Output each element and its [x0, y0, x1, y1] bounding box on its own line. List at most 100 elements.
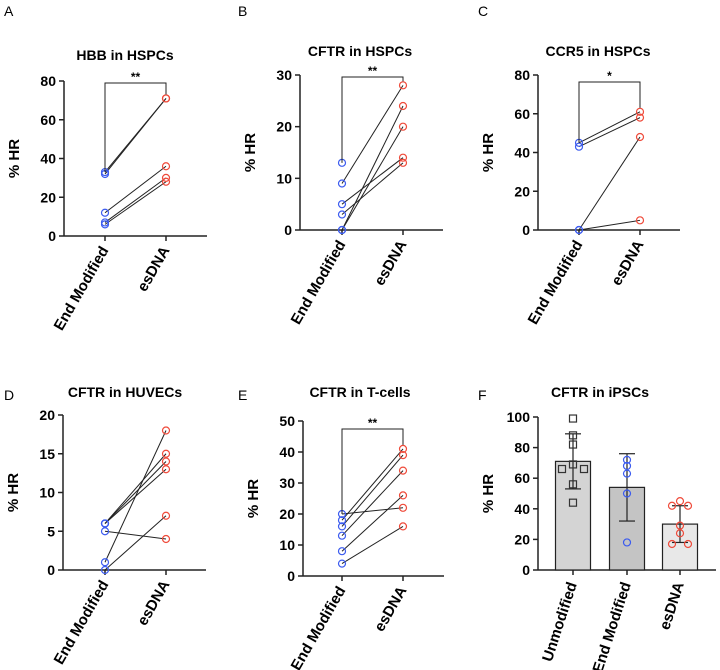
y-tick-label: 0	[522, 222, 530, 238]
point-esdna	[161, 465, 171, 474]
y-tick-label: 10	[39, 485, 55, 501]
point-esdna	[398, 522, 408, 531]
y-axis-label: % HR	[480, 133, 497, 172]
chart-title: CCR5 in HSPCs	[545, 43, 650, 59]
point-end-modified	[100, 208, 110, 217]
point-esdna	[161, 173, 171, 182]
chart-title: CFTR in HSPCs	[308, 43, 412, 59]
point-esdna	[667, 539, 677, 549]
point-esdna	[398, 101, 408, 111]
y-tick-label: 80	[514, 67, 530, 83]
point-esdna	[635, 216, 645, 225]
point-end-modified	[337, 200, 347, 209]
pair-line	[341, 495, 404, 552]
point-end-modified	[574, 225, 584, 235]
chart-title: HBB in HSPCs	[76, 47, 173, 63]
point-end-modified	[337, 547, 347, 556]
x-tick-label: esDNA	[134, 243, 173, 294]
y-tick-label: 60	[40, 112, 56, 128]
pair-line	[104, 530, 167, 540]
y-tick-label: 0	[522, 562, 530, 578]
pair-line	[341, 454, 404, 527]
point-esdna	[398, 466, 408, 475]
point-esdna	[683, 501, 693, 510]
point-esdna	[161, 511, 171, 520]
pair-line	[341, 157, 404, 205]
point-unmodified	[557, 464, 567, 474]
pair-line	[341, 470, 404, 537]
y-axis-label: % HR	[245, 479, 262, 518]
point-esdna	[161, 449, 171, 458]
point-esdna	[398, 81, 408, 90]
panel-letter: D	[4, 387, 14, 403]
significance-label: **	[368, 416, 378, 430]
point-esdna	[683, 539, 693, 549]
point-esdna	[635, 107, 645, 116]
significance-bracket	[341, 428, 404, 514]
point-end-modified	[622, 489, 632, 498]
point-esdna	[161, 177, 171, 186]
point-esdna	[398, 451, 408, 460]
pair-line	[578, 111, 641, 144]
y-axis-label: % HR	[5, 473, 22, 512]
y-tick-label: 20	[514, 183, 530, 199]
panel-letter: A	[4, 3, 14, 19]
point-esdna	[161, 94, 171, 103]
y-tick-label: 15	[39, 446, 55, 462]
y-tick-label: 40	[40, 151, 56, 167]
point-end-modified	[337, 522, 347, 531]
pair-line	[341, 105, 404, 231]
x-tick-label: End Modified	[590, 580, 635, 670]
point-end-modified	[337, 516, 347, 525]
point-end-modified	[337, 225, 347, 235]
point-unmodified	[568, 460, 578, 469]
pair-line	[341, 126, 404, 231]
point-esdna	[635, 113, 645, 122]
significance-bracket	[578, 81, 641, 143]
pair-line	[341, 507, 404, 515]
significance-label: **	[131, 70, 141, 84]
x-tick-label: esDNA	[608, 237, 647, 288]
significance-label: **	[368, 64, 378, 78]
panel-c: C CCR5 in HSPCs % HR 0 20 40 60 80 End Modified e…	[478, 3, 680, 328]
x-tick-label: esDNA	[656, 580, 687, 632]
x-tick-label: End Modified	[525, 238, 587, 328]
panel-letter: F	[478, 387, 487, 403]
panel-d: D CFTR in HUVECs % HR 0 5 10 15 20 End Modified e…	[4, 384, 206, 668]
point-esdna	[398, 153, 408, 162]
point-esdna	[675, 497, 685, 506]
point-esdna	[398, 122, 408, 131]
y-tick-label: 60	[514, 470, 530, 486]
pair-line	[104, 515, 167, 571]
x-tick-label: End Modified	[288, 584, 350, 670]
point-end-modified	[100, 558, 110, 567]
pair-line	[104, 165, 167, 214]
pair-line	[578, 219, 641, 231]
point-esdna	[161, 457, 171, 466]
point-end-modified	[100, 527, 110, 536]
panel-f: F CFTR in iPSCs % HR 0 20 40 60 80 100 Unmodified…	[478, 384, 716, 670]
y-tick-label: 30	[276, 67, 292, 83]
pair-line	[104, 98, 167, 175]
pair-line	[341, 85, 404, 184]
y-tick-label: 10	[279, 537, 295, 553]
y-axis-label: % HR	[480, 474, 497, 513]
chart-title: CFTR in HUVECs	[68, 384, 183, 400]
point-end-modified	[622, 461, 632, 471]
pair-line	[104, 453, 167, 524]
pair-line	[104, 461, 167, 524]
pair-line	[104, 430, 167, 563]
chart-title: CFTR in T-cells	[309, 384, 410, 400]
point-esdna	[161, 534, 171, 544]
x-tick-label: esDNA	[134, 577, 173, 628]
point-end-modified	[337, 531, 347, 540]
point-esdna	[398, 491, 408, 500]
point-esdna	[161, 162, 171, 171]
y-tick-label: 0	[287, 568, 295, 584]
y-tick-label: 20	[39, 407, 55, 423]
point-esdna	[635, 132, 645, 142]
pair-line	[341, 525, 404, 565]
y-tick-label: 0	[284, 222, 292, 238]
panel-letter: B	[238, 3, 247, 19]
significance-bracket	[104, 82, 167, 173]
